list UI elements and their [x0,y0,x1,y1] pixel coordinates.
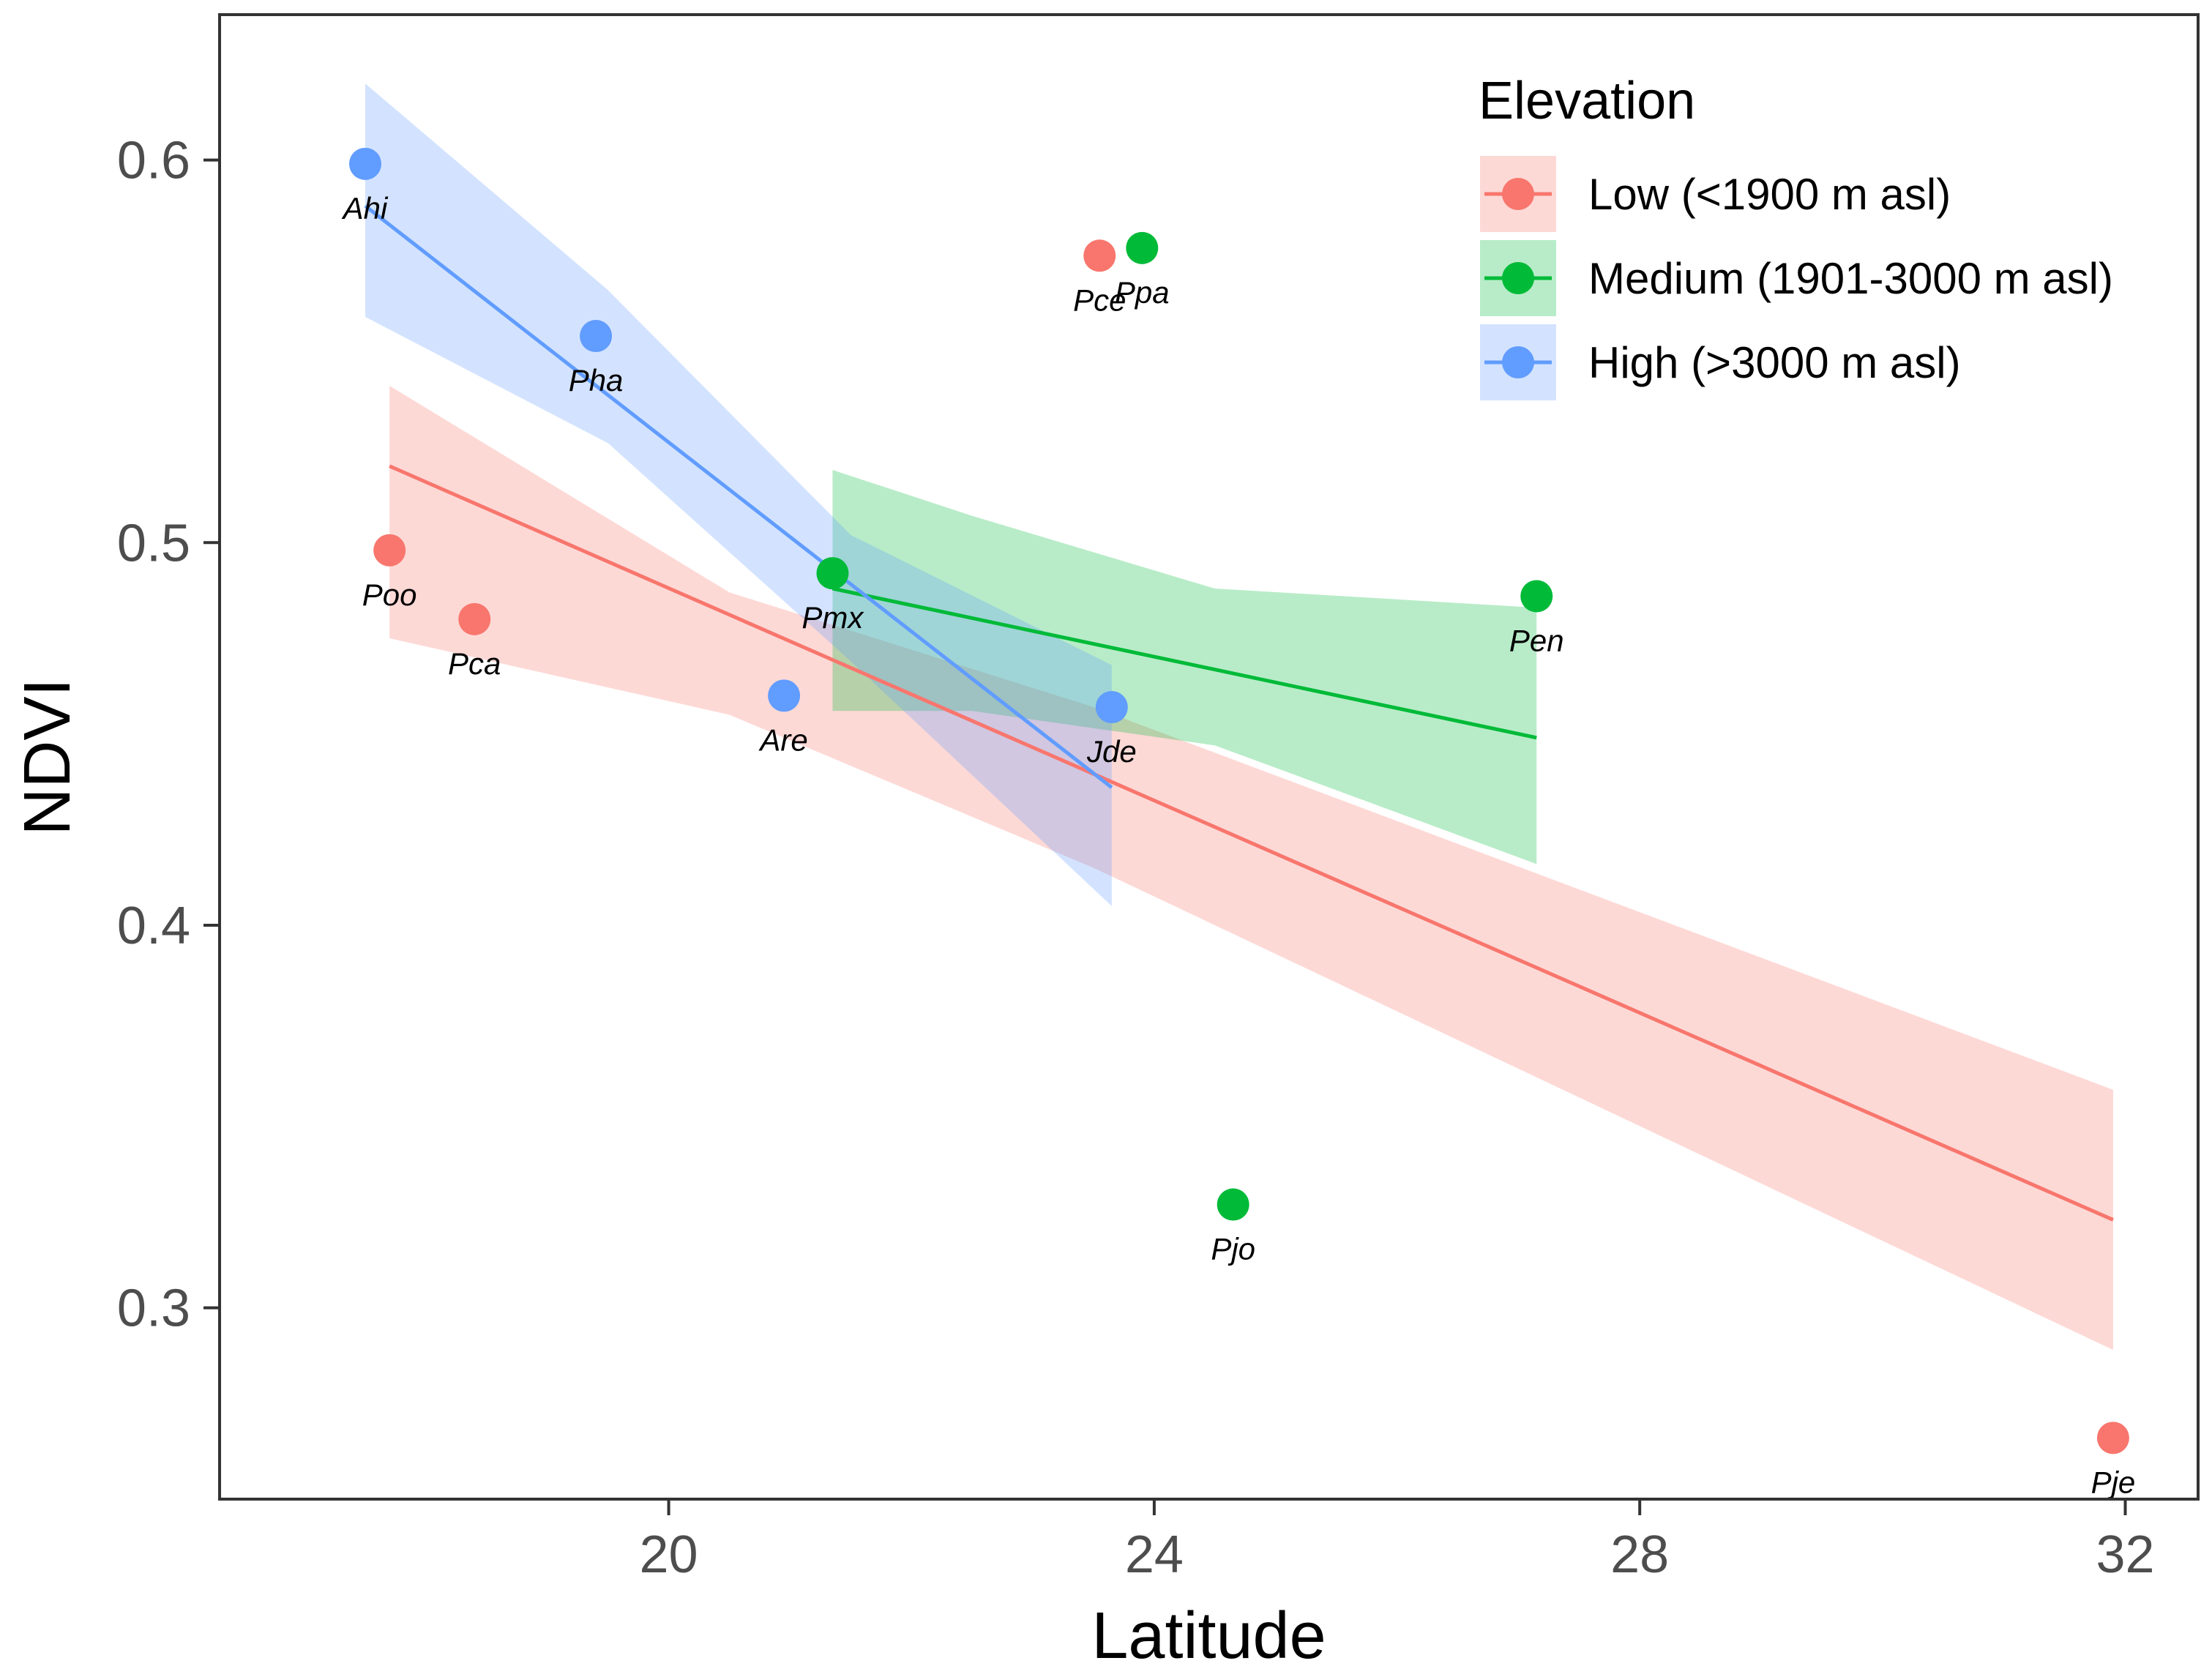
point-label-pha: Pha [569,363,624,397]
point-label-poo: Poo [362,578,417,612]
point-label-ahi: Ahi [341,191,389,225]
fit-line-medium [832,586,1537,740]
legend: Elevation Low (<1900 m asl) Medium (1901-… [1479,72,2113,400]
legend-label: Low (<1900 m asl) [1588,170,1951,219]
fit-line-high [364,204,1113,789]
x-axis-title: Latitude [1091,1599,1326,1673]
point-pmx [816,557,849,590]
point-pjo [1217,1188,1249,1221]
point-poo [373,534,406,567]
point-label-pce: Pce [1073,283,1126,317]
point-pen [1520,580,1553,613]
legend-key-point [1502,178,1534,210]
point-pje [2096,1422,2129,1454]
x-tick-label: 24 [1125,1525,1184,1584]
point-jde [1095,691,1128,724]
point-label-pmx: Pmx [802,600,864,635]
point-pca [458,602,491,635]
legend-label: High (>3000 m asl) [1588,338,1961,387]
y-tick-label: 0.5 [117,514,190,572]
point-ahi [348,147,381,180]
legend-title: Elevation [1479,72,1695,130]
ci-band-low [389,386,2113,1351]
point-label-jde: Jde [1086,734,1137,769]
point-label-pen: Pen [1509,623,1564,657]
point-labels: Poo Pca Pce Pje Ppa Pmx Pen Pjo Ahi Pha Are Jde [341,191,2136,1500]
point-ppa [1126,231,1159,264]
fit-line-low [389,464,2114,1222]
legend-key-point [1502,262,1534,294]
legend-key-point [1502,346,1534,378]
x-tick-label: 20 [640,1525,698,1584]
y-axis: 0.3 0.4 0.5 0.6 [117,132,220,1338]
point-label-ppa: Ppa [1115,275,1170,310]
ci-band-medium [832,469,1537,864]
point-label-pca: Pca [448,646,501,681]
y-tick-label: 0.6 [117,132,190,190]
y-axis-title: NDVI [11,678,84,835]
data-points [348,147,2129,1454]
point-label-pje: Pje [2091,1465,2136,1499]
plot-panel-border [218,13,2200,1501]
point-label-are: Are [758,722,807,757]
point-are [768,679,801,712]
point-pha [580,320,613,353]
legend-label: Medium (1901-3000 m asl) [1588,254,2113,303]
x-tick-label: 32 [2096,1525,2154,1584]
x-axis: 20 24 28 32 [640,1499,2155,1584]
regression-lines [364,204,2114,1222]
y-tick-label: 0.4 [117,897,190,955]
point-label-pjo: Pjo [1211,1232,1255,1266]
point-pce [1083,239,1116,272]
x-tick-label: 28 [1610,1525,1669,1584]
y-tick-label: 0.3 [117,1280,190,1338]
